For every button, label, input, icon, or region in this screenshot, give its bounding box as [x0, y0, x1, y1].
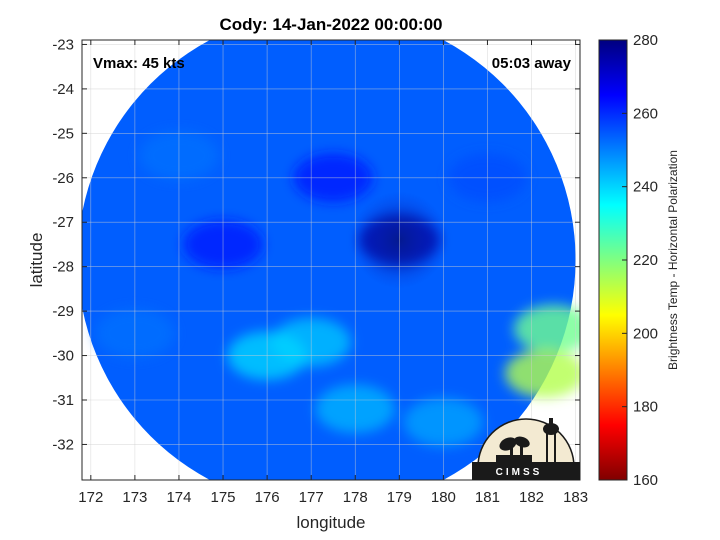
x-tick-label: 175	[211, 489, 236, 506]
vmax-annotation: Vmax: 45 kts	[93, 55, 185, 72]
colorbar-tick-label: 280	[633, 32, 658, 49]
colorbar-tick-label: 160	[633, 472, 658, 489]
x-tick-label: 182	[519, 489, 544, 506]
y-tick-label: -27	[52, 214, 74, 231]
grid-lines	[82, 40, 580, 480]
colorbar-label: Brightness Temp - Horizontal Polarizatio…	[666, 150, 680, 370]
colorbar-tick-label: 220	[633, 252, 658, 269]
x-tick-label: 174	[166, 489, 191, 506]
y-axis-label: latitude	[27, 233, 46, 288]
x-tick-label: 178	[343, 489, 368, 506]
y-tick-label: -26	[52, 170, 74, 187]
colorbar-ticks: 280 260 240 220 200 180 160	[622, 32, 658, 489]
x-axis-label: longitude	[296, 513, 365, 532]
x-tick-label: 177	[299, 489, 324, 506]
chart-title: Cody: 14-Jan-2022 00:00:00	[219, 15, 442, 34]
y-tick-label: -30	[52, 348, 74, 365]
svg-text:CIMSS: CIMSS	[496, 467, 543, 478]
tb-sample-8	[513, 304, 580, 354]
x-tick-label: 173	[122, 489, 147, 506]
x-tick-label: 176	[255, 489, 280, 506]
y-axis-ticks: -23 -24 -25 -26 -27 -28 -29 -30 -31 -32	[52, 36, 580, 453]
tb-sample-9	[505, 349, 580, 398]
x-tick-label: 179	[387, 489, 412, 506]
x-tick-label: 172	[78, 489, 103, 506]
y-tick-label: -29	[52, 303, 74, 320]
x-tick-label: 183	[563, 489, 588, 506]
colorbar-tick-label: 200	[633, 325, 658, 342]
cimss-logo: CIMSS	[472, 418, 580, 480]
colorbar-tick-label: 180	[633, 399, 658, 416]
heatmap-field	[82, 40, 580, 480]
y-tick-label: -32	[52, 436, 74, 453]
y-tick-label: -28	[52, 259, 74, 276]
y-tick-label: -23	[52, 36, 74, 53]
colorbar-tick-label: 240	[633, 179, 658, 196]
colorbar-tick-label: 260	[633, 105, 658, 122]
axes-box	[81, 39, 581, 481]
y-tick-label: -24	[52, 81, 74, 98]
x-axis-ticks: 172 173 174 175 176 177 178 179 180 181 182 183	[78, 40, 588, 506]
x-tick-label: 180	[431, 489, 456, 506]
y-tick-label: -31	[52, 392, 74, 409]
y-tick-label: -25	[52, 125, 74, 142]
time-away-annotation: 05:03 away	[492, 55, 572, 72]
x-tick-label: 181	[475, 489, 500, 506]
